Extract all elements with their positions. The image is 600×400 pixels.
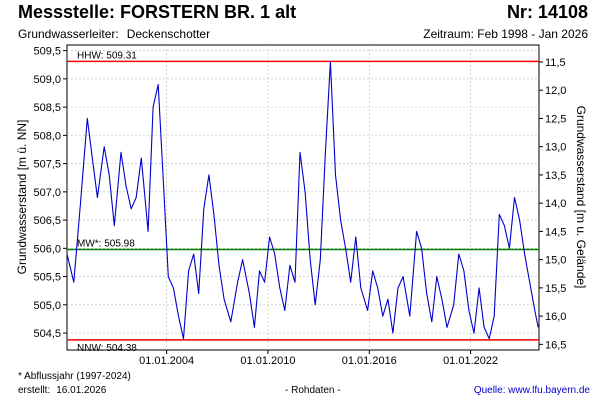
y-tick-label: 506,5 [33,215,61,227]
plot-frame [66,44,540,351]
source-label: Quelle: [473,385,506,396]
created-label: erstellt: [18,385,51,396]
x-tick-label: 01.01.2004 [139,355,194,367]
right-y-tick-label: 16,0 [545,311,566,323]
y-tick-label: 507,5 [33,159,61,171]
station-number: Nr: 14108 [506,2,588,22]
aquifer-value: Deckenschotter [126,27,211,41]
grid [67,45,539,350]
y-tick-label: 507,0 [33,187,61,199]
series-layer [66,61,539,340]
right-y-tick-label: 13,5 [545,170,566,182]
x-tick-label: 01.01.2016 [342,355,397,367]
raw-data-label: - Rohdaten - [285,385,341,396]
y-tick-label: 508,0 [33,130,61,142]
station-title: Messstelle: FORSTERN BR. 1 alt [18,2,297,22]
right-y-tick-label: 16,5 [545,339,566,351]
mw-label: MW*: 505.98 [77,238,135,249]
created-value: 16.01.2026 [56,385,107,396]
y-axis-label-right: Grundwasserstand [m u. Gelände] [574,106,588,289]
right-y-tick-label: 14,0 [545,198,566,210]
aquifer-info: Grundwasserleiter: Deckenschotter [18,27,210,41]
right-y-tick-label: 12,5 [545,113,566,125]
right-y-tick-label: 12,0 [545,85,566,97]
groundwater-level-line [66,61,539,340]
y-axis-label: Grundwasserstand [m ü. NN] [15,120,29,275]
y-tick-label: 506,0 [33,243,61,255]
ticks: 504,5 505,0 505,5 506,0 506,5 507,0 507,5 508,0… [33,46,566,367]
y-tick-label: 504,5 [33,328,61,340]
right-y-tick-label: 13,0 [545,142,566,154]
x-tick-label: 01.01.2022 [443,355,498,367]
created-info: erstellt: 16.01.2026 [18,385,106,396]
period-label: Zeitraum: Feb 1998 - Jan 2026 [423,27,588,41]
nnw-label: NNW: 504.38 [77,343,137,354]
footnote: * Abflussjahr (1997-2024) [18,371,131,382]
aquifer-label: Grundwasserleiter: [18,27,119,41]
right-y-tick-label: 15,5 [545,283,566,295]
reference-lines: HHW: 509.31 MW*: 505.98 NNW: 504.38 [67,50,539,354]
y-tick-label: 505,5 [33,272,61,284]
hhw-label: HHW: 509.31 [77,50,137,61]
right-y-tick-label: 14,5 [545,226,566,238]
source-info: Quelle: www.lfu.bayern.de [474,385,590,396]
right-y-tick-label: 11,5 [545,57,566,69]
right-y-tick-label: 15,0 [545,255,566,267]
y-tick-label: 509,0 [33,74,61,86]
y-tick-label: 505,0 [33,300,61,312]
source-link[interactable]: www.lfu.bayern.de [508,385,590,396]
x-tick-label: 01.01.2010 [240,355,295,367]
y-tick-label: 508,5 [33,102,61,114]
y-tick-label: 509,5 [33,46,61,58]
